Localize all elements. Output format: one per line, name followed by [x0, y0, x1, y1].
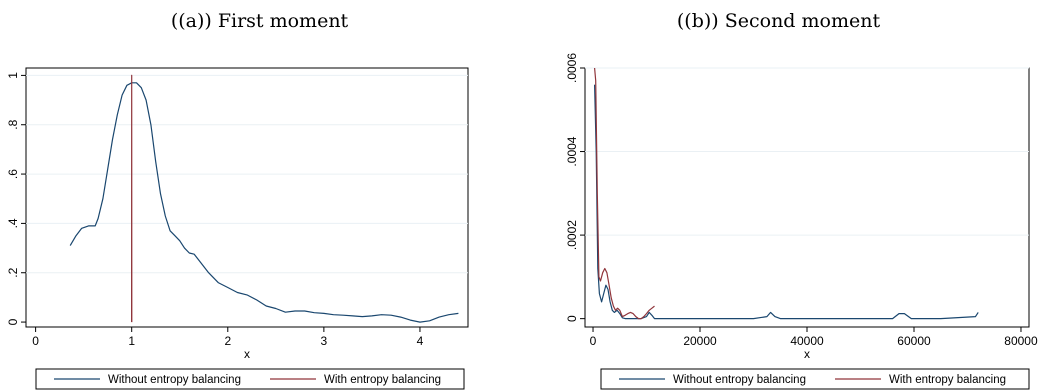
chart-caption: ((b)) Second moment — [676, 10, 881, 32]
legend-box — [35, 368, 465, 390]
x-tick-label: 1 — [128, 334, 135, 348]
y-tick-label: 1 — [6, 72, 20, 79]
legend-label: With entropy balancing — [324, 374, 441, 386]
y-tick-label: 0 — [6, 318, 20, 325]
second-moment-chart: 0 .0002 .0004 .0006 0 20000 40000 60000 80000 x Wi… — [565, 53, 1038, 390]
y-tick-label: 0 — [565, 315, 579, 322]
x-tick-label: 40000 — [790, 334, 824, 348]
legend-box — [600, 368, 1030, 390]
legend-label: With entropy balancing — [889, 374, 1006, 386]
y-tick-label: .6 — [6, 169, 20, 179]
x-tick-label: 60000 — [897, 334, 931, 348]
y-tick-label: .0004 — [565, 136, 579, 166]
y-tick-label: .0002 — [565, 220, 579, 250]
series-line-1 — [594, 84, 979, 320]
x-tick-label: 20000 — [683, 334, 717, 348]
chart-caption: ((a)) First moment — [170, 10, 349, 32]
y-tick-label: .2 — [6, 267, 20, 277]
y-tick-label: .4 — [6, 218, 20, 228]
y-tick-label: .0006 — [565, 53, 579, 83]
x-axis-label: x — [804, 347, 810, 361]
series-line-2 — [594, 67, 655, 320]
x-tick-label: 3 — [321, 334, 328, 348]
x-tick-label: 0 — [590, 334, 597, 348]
plot-frame — [25, 67, 469, 328]
x-axis-label: x — [244, 347, 250, 361]
x-tick-label: 2 — [224, 334, 231, 348]
panel-second-moment: ((b)) Second moment 0 .0002 .0004 .0006 0 200… — [519, 0, 1038, 392]
first-moment-chart: 0 .2 .4 .6 .8 1 0 1 2 3 4 x Without entropy balancin… — [6, 67, 469, 390]
plot-frame — [584, 67, 1030, 328]
x-tick-label: 0 — [32, 334, 39, 348]
legend-label: Without entropy balancing — [673, 374, 806, 386]
y-tick-label: .8 — [6, 119, 20, 129]
x-tick-label: 80000 — [1004, 334, 1038, 348]
legend-label: Without entropy balancing — [108, 374, 241, 386]
x-tick-label: 4 — [417, 334, 424, 348]
series-line-1 — [69, 82, 459, 323]
panel-first-moment: ((a)) First moment 0 .2 .4 .6 .8 1 0 1 2 3 4 x Witho… — [6, 10, 469, 390]
